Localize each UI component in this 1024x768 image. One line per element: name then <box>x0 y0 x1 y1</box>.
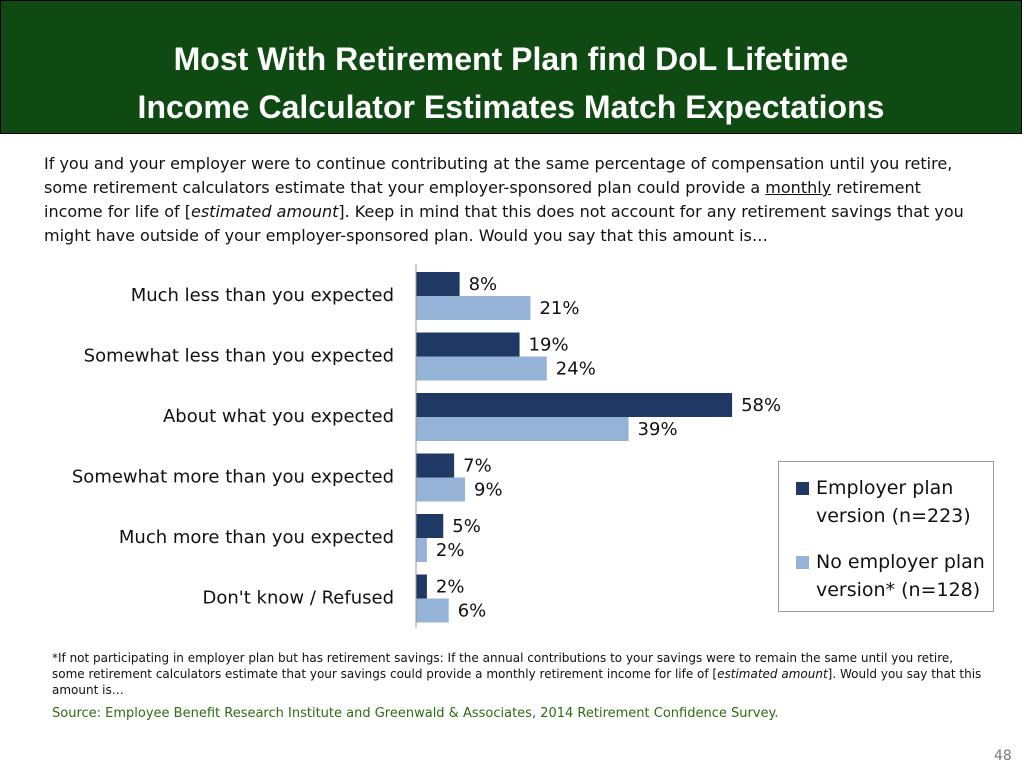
source-citation: Source: Employee Benefit Research Instit… <box>52 706 779 721</box>
question-text-1: If you and your employer were to continu… <box>44 154 953 197</box>
category-label: Somewhat less than you expected <box>84 346 394 367</box>
bar-employer <box>416 332 520 357</box>
bar-no-employer <box>416 538 427 562</box>
bar-employer <box>416 453 455 478</box>
data-label: 8% <box>469 274 498 295</box>
bar-no-employer <box>416 296 531 320</box>
chart-legend: Employer plan version (n=223) No employe… <box>778 461 994 612</box>
bar-employer <box>416 574 427 599</box>
data-label: 2% <box>436 577 465 598</box>
title-banner: Most With Retirement Plan find DoL Lifet… <box>0 0 1022 134</box>
bar-employer <box>416 514 444 538</box>
legend-label-no-employer: No employer plan version* (n=128) <box>816 551 985 601</box>
survey-question: If you and your employer were to continu… <box>44 152 984 248</box>
bar-no-employer <box>416 477 466 502</box>
bar-no-employer <box>416 417 629 441</box>
data-label: 7% <box>463 456 492 477</box>
data-label: 5% <box>452 516 481 537</box>
data-label: 58% <box>741 395 781 416</box>
data-label: 2% <box>436 540 465 561</box>
legend-label-employer: Employer plan version (n=223) <box>816 477 971 527</box>
data-label: 39% <box>638 419 678 440</box>
category-label: Somewhat more than you expected <box>72 467 394 488</box>
data-label: 21% <box>539 298 579 319</box>
footnote-text-1: *If not participating in employer plan b… <box>52 651 954 681</box>
question-underlined-word: monthly <box>765 178 832 197</box>
bar-employer <box>416 393 733 417</box>
bar-no-employer <box>416 356 547 381</box>
bar-employer <box>416 272 460 296</box>
question-text-3: ]. Keep in mind that this does not accou… <box>44 202 964 245</box>
category-label: Much less than you expected <box>131 285 394 306</box>
footnote-text-2: ]. Would you say that this amount is… <box>52 667 982 697</box>
data-label: 24% <box>556 359 596 380</box>
page-number: 48 <box>994 748 1012 764</box>
bar-no-employer <box>416 598 449 623</box>
category-label: Much more than you expected <box>119 527 394 548</box>
legend-swatch-no-employer <box>796 556 809 569</box>
data-label: 6% <box>458 601 487 622</box>
slide-title-line-1: Most With Retirement Plan find DoL Lifet… <box>173 41 849 77</box>
data-label: 9% <box>474 480 503 501</box>
footnote: *If not participating in employer plan b… <box>52 650 982 698</box>
question-italic-text: estimated amount <box>190 202 339 221</box>
category-label: About what you expected <box>163 406 394 427</box>
category-label: Don't know / Refused <box>203 588 394 609</box>
slide-title-line-2: Income Calculator Estimates Match Expect… <box>137 89 885 125</box>
footnote-italic-text: estimated amount <box>717 667 828 681</box>
legend-swatch-employer <box>796 482 809 495</box>
data-label: 19% <box>529 335 569 356</box>
question-text-2: retirement income for life of [ <box>44 178 921 221</box>
